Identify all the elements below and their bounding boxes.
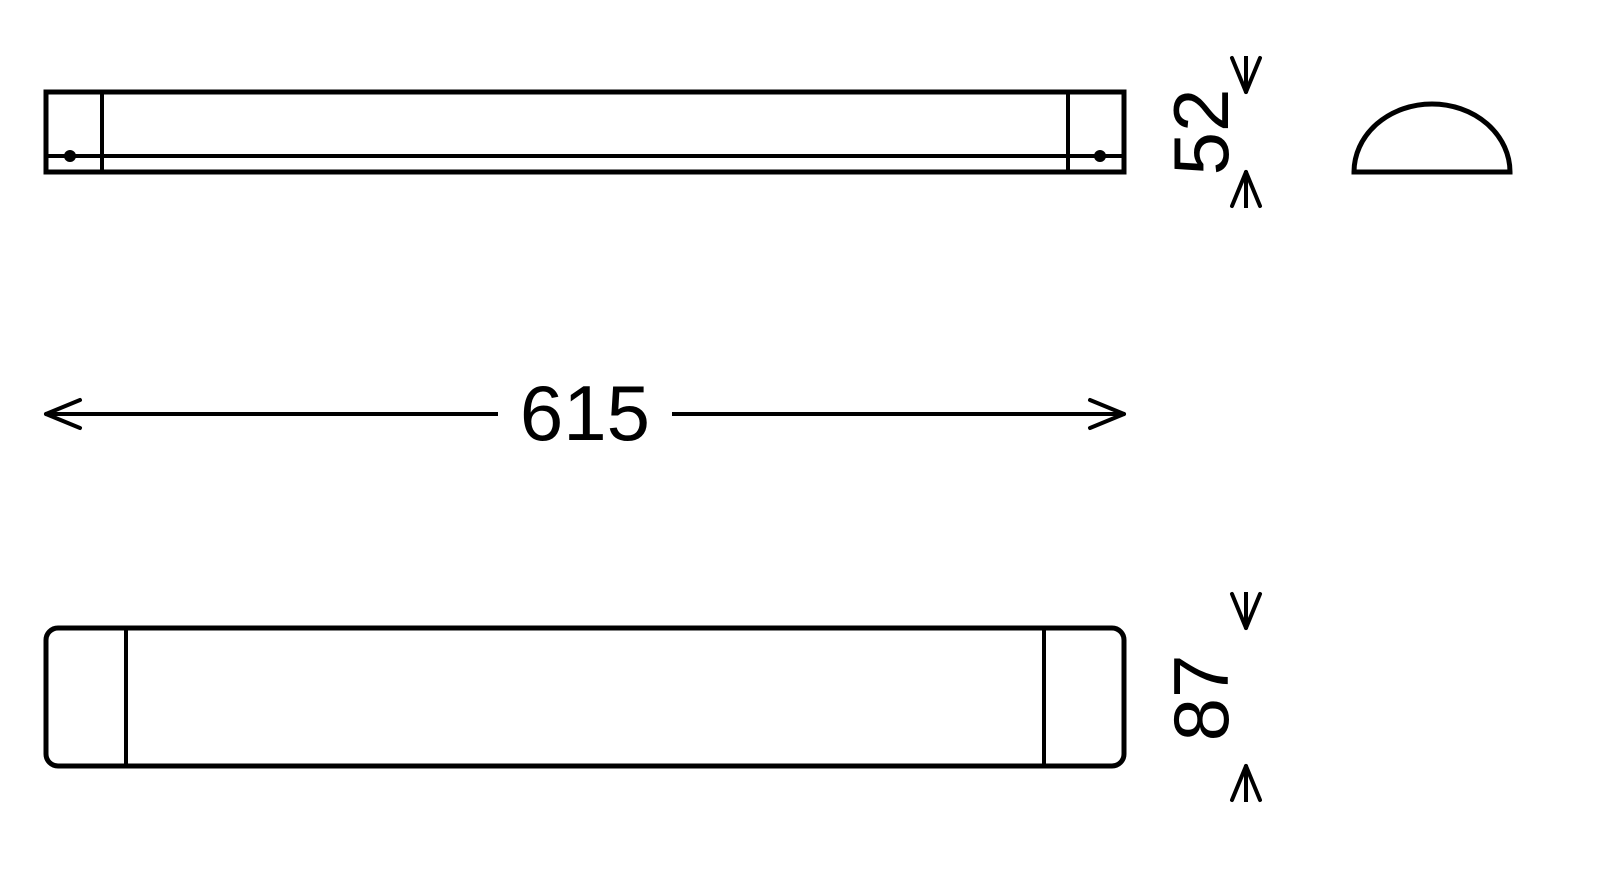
dimension-width: 87	[1157, 592, 1260, 802]
dimension-width-value: 87	[1157, 655, 1245, 742]
top-view	[46, 628, 1124, 766]
front-view	[46, 92, 1124, 172]
dimension-length: 615	[46, 369, 1124, 457]
profile-view	[1354, 104, 1510, 172]
dimension-height-value: 52	[1157, 89, 1245, 176]
dimension-height: 52	[1157, 56, 1260, 208]
dimension-length-value: 615	[520, 369, 650, 457]
